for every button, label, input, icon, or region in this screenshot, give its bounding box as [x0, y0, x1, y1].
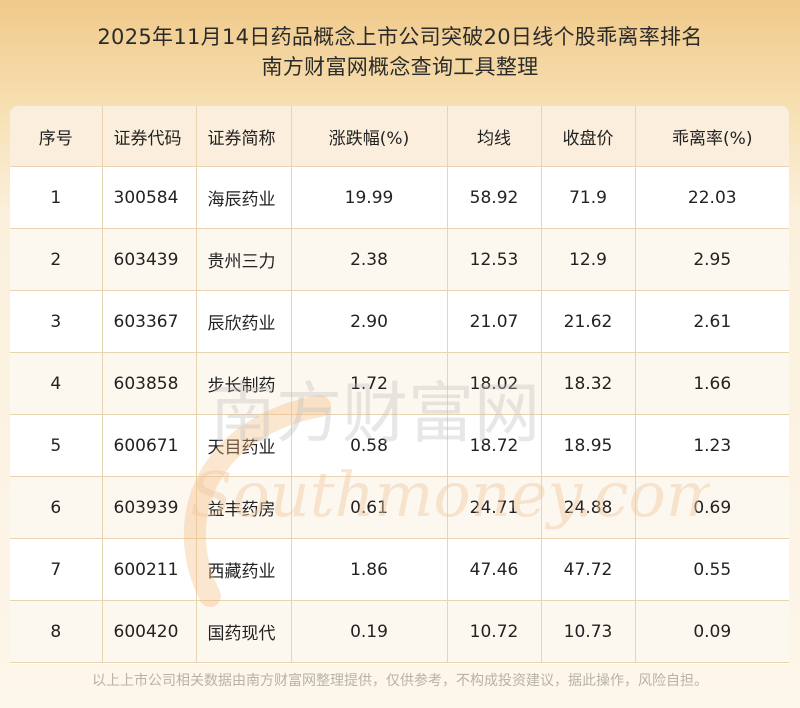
- table-row: 7 600211 西藏药业 1.86 47.46 47.72 0.55: [10, 538, 789, 601]
- cell-code: 600671: [102, 414, 197, 477]
- cell-rank: 3: [10, 290, 103, 353]
- cell-ma: 18.72: [447, 414, 542, 477]
- cell-change: 0.61: [291, 476, 448, 539]
- cell-name: 天目药业: [196, 414, 292, 477]
- cell-code: 603439: [102, 228, 197, 291]
- cell-close: 10.73: [541, 600, 636, 663]
- cell-close: 18.32: [541, 352, 636, 415]
- cell-close: 47.72: [541, 538, 636, 601]
- cell-bias: 0.55: [635, 538, 789, 601]
- cell-rank: 6: [10, 476, 103, 539]
- cell-change: 0.58: [291, 414, 448, 477]
- cell-ma: 24.71: [447, 476, 542, 539]
- cell-bias: 22.03: [635, 166, 789, 229]
- page-header: 2025年11月14日药品概念上市公司突破20日线个股乖离率排名 南方财富网概念…: [0, 0, 800, 100]
- cell-rank: 1: [10, 166, 103, 229]
- cell-close: 21.62: [541, 290, 636, 353]
- ranking-table: 序号 证券代码 证券简称 涨跌幅(%) 均线 收盘价 乖离率(%) 1 30058…: [10, 106, 789, 663]
- ranking-table-card: 序号 证券代码 证券简称 涨跌幅(%) 均线 收盘价 乖离率(%) 1 30058…: [10, 106, 789, 664]
- table-row: 3 603367 辰欣药业 2.90 21.07 21.62 2.61: [10, 290, 789, 353]
- cell-bias: 2.61: [635, 290, 789, 353]
- cell-close: 24.88: [541, 476, 636, 539]
- col-header-code: 证券代码: [102, 106, 197, 167]
- cell-code: 600420: [102, 600, 197, 663]
- cell-code: 603939: [102, 476, 197, 539]
- disclaimer-footer: 以上上市公司相关数据由南方财富网整理提供，仅供参考，不构成投资建议，据此操作，风…: [92, 673, 708, 689]
- cell-change: 0.19: [291, 600, 448, 663]
- cell-name: 步长制药: [196, 352, 292, 415]
- cell-rank: 4: [10, 352, 103, 415]
- cell-rank: 2: [10, 228, 103, 291]
- page-title: 2025年11月14日药品概念上市公司突破20日线个股乖离率排名: [97, 25, 703, 49]
- cell-change: 2.38: [291, 228, 448, 291]
- col-header-name: 证券简称: [196, 106, 292, 167]
- cell-code: 600211: [102, 538, 197, 601]
- cell-close: 18.95: [541, 414, 636, 477]
- cell-ma: 58.92: [447, 166, 542, 229]
- cell-code: 603858: [102, 352, 197, 415]
- col-header-change: 涨跌幅(%): [291, 106, 448, 167]
- cell-change: 1.72: [291, 352, 448, 415]
- cell-name: 西藏药业: [196, 538, 292, 601]
- cell-ma: 12.53: [447, 228, 542, 291]
- cell-name: 海辰药业: [196, 166, 292, 229]
- page-subtitle: 南方财富网概念查询工具整理: [261, 55, 539, 79]
- cell-rank: 5: [10, 414, 103, 477]
- cell-name: 贵州三力: [196, 228, 292, 291]
- cell-bias: 1.66: [635, 352, 789, 415]
- cell-ma: 21.07: [447, 290, 542, 353]
- cell-name: 辰欣药业: [196, 290, 292, 353]
- cell-name: 国药现代: [196, 600, 292, 663]
- cell-change: 1.86: [291, 538, 448, 601]
- cell-bias: 2.95: [635, 228, 789, 291]
- table-row: 4 603858 步长制药 1.72 18.02 18.32 1.66: [10, 352, 789, 415]
- table-row: 6 603939 益丰药房 0.61 24.71 24.88 0.69: [10, 476, 789, 539]
- cell-rank: 7: [10, 538, 103, 601]
- col-header-ma: 均线: [447, 106, 542, 167]
- cell-code: 300584: [102, 166, 197, 229]
- table-row: 5 600671 天目药业 0.58 18.72 18.95 1.23: [10, 414, 789, 477]
- table-header-row: 序号 证券代码 证券简称 涨跌幅(%) 均线 收盘价 乖离率(%): [10, 106, 789, 167]
- cell-ma: 47.46: [447, 538, 542, 601]
- cell-name: 益丰药房: [196, 476, 292, 539]
- table-row: 1 300584 海辰药业 19.99 58.92 71.9 22.03: [10, 166, 789, 229]
- cell-bias: 0.09: [635, 600, 789, 663]
- cell-close: 12.9: [541, 228, 636, 291]
- col-header-bias: 乖离率(%): [635, 106, 789, 167]
- col-header-close: 收盘价: [541, 106, 636, 167]
- table-row: 2 603439 贵州三力 2.38 12.53 12.9 2.95: [10, 228, 789, 291]
- col-header-rank: 序号: [10, 106, 103, 167]
- cell-change: 2.90: [291, 290, 448, 353]
- table-row: 8 600420 国药现代 0.19 10.72 10.73 0.09: [10, 600, 789, 663]
- cell-change: 19.99: [291, 166, 448, 229]
- cell-close: 71.9: [541, 166, 636, 229]
- cell-ma: 10.72: [447, 600, 542, 663]
- cell-ma: 18.02: [447, 352, 542, 415]
- cell-bias: 1.23: [635, 414, 789, 477]
- cell-bias: 0.69: [635, 476, 789, 539]
- cell-rank: 8: [10, 600, 103, 663]
- cell-code: 603367: [102, 290, 197, 353]
